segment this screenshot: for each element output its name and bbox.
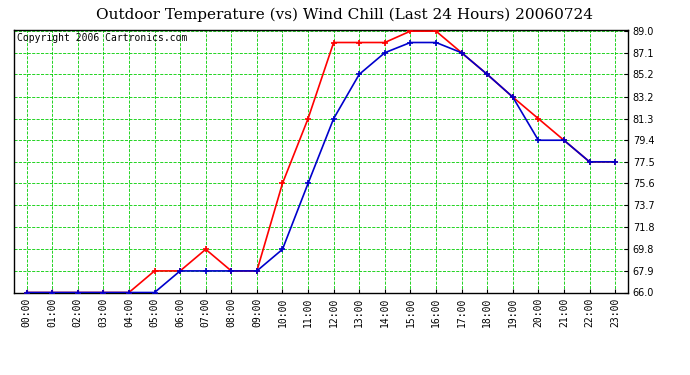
Text: Copyright 2006 Cartronics.com: Copyright 2006 Cartronics.com <box>17 33 187 43</box>
Text: Outdoor Temperature (vs) Wind Chill (Last 24 Hours) 20060724: Outdoor Temperature (vs) Wind Chill (Las… <box>97 8 593 22</box>
